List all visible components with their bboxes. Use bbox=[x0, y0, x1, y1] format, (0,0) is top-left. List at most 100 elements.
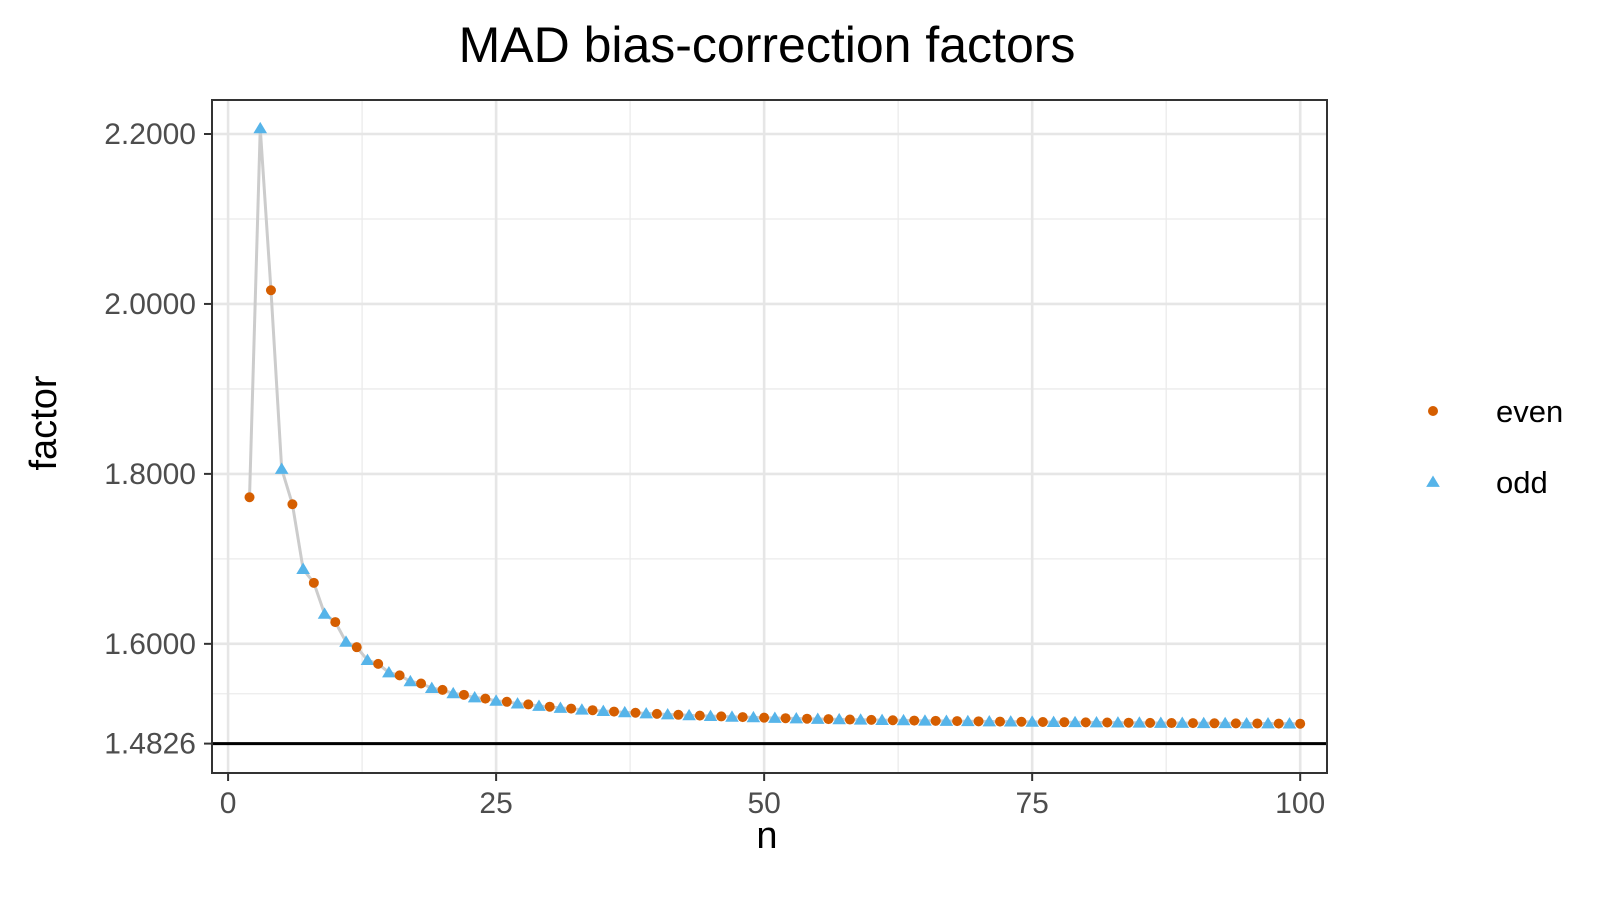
data-point-even bbox=[1230, 718, 1241, 729]
data-point-odd bbox=[1025, 715, 1039, 727]
data-point-odd bbox=[382, 665, 396, 678]
data-point-odd bbox=[832, 712, 847, 725]
plot-panel-border bbox=[211, 99, 1328, 774]
minor-gridlines bbox=[212, 100, 1327, 773]
legend-label-odd: odd bbox=[1496, 465, 1548, 500]
data-point-odd bbox=[1282, 717, 1297, 729]
data-point-even bbox=[416, 678, 427, 689]
data-point-even bbox=[1295, 718, 1306, 729]
data-point-odd bbox=[639, 707, 654, 719]
x-tick-label: 100 bbox=[1275, 787, 1325, 820]
data-point-even bbox=[394, 670, 405, 681]
data-point-even bbox=[287, 499, 298, 510]
legend-key-even bbox=[1428, 406, 1438, 416]
data-point-even bbox=[609, 706, 620, 717]
data-point-odd bbox=[918, 714, 932, 726]
data-point-even bbox=[866, 714, 877, 725]
data-point-odd bbox=[1089, 715, 1104, 728]
data-point-even bbox=[523, 699, 534, 710]
data-point-odd bbox=[896, 713, 911, 726]
y-axis: 1.4826 1.6000 1.8000 2.0000 2.2000 bbox=[104, 118, 212, 761]
data-point-odd bbox=[360, 653, 375, 665]
data-point-even bbox=[437, 684, 448, 695]
data-point-even bbox=[458, 689, 469, 700]
data-point-even bbox=[244, 492, 255, 503]
y-axis-title: factor bbox=[23, 375, 65, 470]
data-point-odd bbox=[446, 686, 461, 699]
data-point-odd bbox=[1046, 715, 1061, 727]
y-tick-label: 1.6000 bbox=[104, 628, 196, 661]
data-point-odd bbox=[853, 713, 868, 725]
data-point-odd bbox=[532, 699, 546, 711]
x-axis: 0 25 50 75 100 bbox=[220, 773, 1325, 820]
data-point-even bbox=[587, 705, 598, 716]
y-tick-label: 2.0000 bbox=[104, 288, 196, 321]
data-point-even bbox=[1016, 716, 1027, 727]
legend: even odd bbox=[1426, 394, 1563, 500]
y-tick-label: 1.8000 bbox=[104, 458, 196, 491]
data-point-even bbox=[1037, 717, 1048, 728]
data-point-even bbox=[1166, 718, 1177, 729]
data-point-even bbox=[1059, 717, 1070, 728]
data-point-odd bbox=[510, 697, 525, 709]
data-point-even bbox=[802, 713, 813, 724]
data-point-odd bbox=[553, 701, 568, 713]
data-point-odd bbox=[1003, 715, 1018, 727]
data-point-odd bbox=[1175, 716, 1190, 728]
data-point-odd bbox=[1132, 716, 1147, 728]
data-point-even bbox=[1252, 718, 1263, 729]
data-point-even bbox=[544, 701, 555, 712]
data-point-odd bbox=[682, 708, 696, 721]
data-point-odd bbox=[746, 710, 761, 723]
data-point-even bbox=[694, 710, 705, 721]
plot-panel-border-group bbox=[211, 99, 1328, 774]
data-point-odd bbox=[768, 711, 782, 723]
plot-panel bbox=[212, 100, 1327, 773]
data-point-even bbox=[844, 714, 855, 725]
data-points bbox=[244, 121, 1306, 729]
data-point-odd bbox=[1111, 716, 1125, 728]
data-point-even bbox=[566, 703, 577, 714]
data-point-odd bbox=[1218, 716, 1232, 729]
data-point-even bbox=[330, 617, 341, 628]
data-point-even bbox=[501, 696, 512, 707]
plot-panel-background bbox=[212, 100, 1327, 773]
data-point-even bbox=[630, 707, 641, 718]
data-point-odd bbox=[317, 607, 332, 619]
data-point-odd bbox=[617, 705, 632, 718]
data-point-even bbox=[1209, 718, 1220, 729]
x-tick-label: 75 bbox=[1015, 787, 1048, 820]
x-tick-label: 25 bbox=[479, 787, 512, 820]
data-point-odd bbox=[1239, 716, 1254, 729]
data-point-odd bbox=[1154, 716, 1168, 728]
data-point-odd bbox=[489, 694, 503, 706]
data-point-odd bbox=[725, 710, 739, 722]
data-point-even bbox=[823, 714, 834, 725]
data-point-odd bbox=[296, 562, 310, 574]
data-point-even bbox=[1187, 718, 1198, 729]
data-point-even bbox=[1102, 717, 1113, 728]
data-point-even bbox=[673, 709, 684, 720]
data-point-odd bbox=[961, 714, 975, 727]
data-point-even bbox=[351, 642, 362, 653]
chart-title: MAD bias-correction factors bbox=[459, 17, 1076, 73]
data-point-even bbox=[1145, 717, 1156, 728]
data-point-odd bbox=[467, 691, 482, 703]
y-tick-label: 1.4826 bbox=[104, 728, 196, 761]
data-point-even bbox=[930, 715, 941, 726]
x-tick-label: 50 bbox=[747, 787, 780, 820]
data-point-odd bbox=[789, 712, 804, 724]
data-point-even bbox=[1123, 717, 1134, 728]
data-point-even bbox=[909, 715, 920, 726]
data-point-odd bbox=[810, 712, 825, 724]
data-point-odd bbox=[1261, 717, 1275, 729]
data-point-odd bbox=[939, 714, 954, 726]
data-point-odd bbox=[253, 121, 268, 134]
data-point-odd bbox=[339, 635, 353, 647]
legend-key-odd bbox=[1426, 475, 1440, 487]
data-point-even bbox=[265, 285, 276, 296]
data-point-odd bbox=[274, 462, 289, 474]
data-point-odd bbox=[424, 681, 439, 693]
data-point-odd bbox=[575, 703, 589, 715]
